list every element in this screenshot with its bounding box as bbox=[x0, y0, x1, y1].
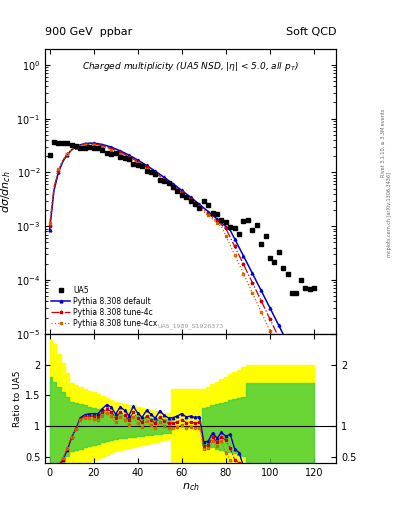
Pythia 8.308 default bbox=[281, 331, 285, 337]
Pythia 8.308 tune-4cx bbox=[210, 216, 215, 222]
UA5 bbox=[47, 152, 52, 158]
UA5 bbox=[281, 265, 285, 271]
Pythia 8.308 tune-4c bbox=[193, 200, 197, 206]
Pythia 8.308 tune-4cx bbox=[193, 202, 197, 208]
Line: UA5: UA5 bbox=[48, 140, 316, 295]
Text: Charged multiplicity (UA5 NSD, $|\eta|$ < 5.0, all $p_T$): Charged multiplicity (UA5 NSD, $|\eta|$ … bbox=[82, 60, 299, 73]
Y-axis label: $d\sigma/dn_{ch}$: $d\sigma/dn_{ch}$ bbox=[0, 170, 13, 212]
Text: Soft QCD: Soft QCD bbox=[286, 27, 336, 37]
Pythia 8.308 tune-4c bbox=[47, 223, 52, 229]
UA5 bbox=[210, 209, 215, 216]
Text: 900 GeV  ppbar: 900 GeV ppbar bbox=[45, 27, 132, 37]
Line: Pythia 8.308 tune-4cx: Pythia 8.308 tune-4cx bbox=[48, 143, 315, 429]
Pythia 8.308 tune-4cx bbox=[113, 148, 118, 155]
Pythia 8.308 tune-4cx bbox=[281, 357, 285, 363]
Pythia 8.308 default bbox=[210, 212, 215, 219]
Pythia 8.308 tune-4c bbox=[113, 147, 118, 154]
UA5 bbox=[113, 150, 118, 156]
Y-axis label: Ratio to UA5: Ratio to UA5 bbox=[13, 370, 22, 427]
Pythia 8.308 default bbox=[113, 146, 118, 152]
Pythia 8.308 tune-4cx bbox=[87, 141, 92, 147]
Text: Rivet 3.1.10, ≥ 3.3M events: Rivet 3.1.10, ≥ 3.3M events bbox=[381, 109, 386, 178]
Pythia 8.308 default bbox=[87, 140, 92, 146]
Pythia 8.308 tune-4c bbox=[144, 164, 149, 170]
UA5 bbox=[294, 290, 299, 296]
Pythia 8.308 tune-4c bbox=[87, 141, 92, 147]
UA5 bbox=[105, 150, 109, 156]
Pythia 8.308 tune-4cx bbox=[47, 220, 52, 226]
UA5 bbox=[144, 168, 149, 174]
UA5 bbox=[51, 139, 56, 145]
Pythia 8.308 default bbox=[312, 393, 316, 399]
Pythia 8.308 tune-4cx bbox=[312, 425, 316, 431]
Line: Pythia 8.308 default: Pythia 8.308 default bbox=[48, 142, 315, 397]
Legend: UA5, Pythia 8.308 default, Pythia 8.308 tune-4c, Pythia 8.308 tune-4cx: UA5, Pythia 8.308 default, Pythia 8.308 … bbox=[49, 284, 160, 330]
X-axis label: $n_{ch}$: $n_{ch}$ bbox=[182, 481, 200, 493]
Pythia 8.308 default bbox=[105, 143, 109, 149]
Pythia 8.308 tune-4cx bbox=[144, 166, 149, 172]
Pythia 8.308 default bbox=[193, 198, 197, 204]
Text: UA5_1989_S1926373: UA5_1989_S1926373 bbox=[158, 324, 224, 330]
Pythia 8.308 default bbox=[47, 227, 52, 233]
UA5 bbox=[312, 285, 316, 291]
Pythia 8.308 tune-4c bbox=[312, 409, 316, 415]
Text: mcplots.cern.ch [arXiv:1306.3436]: mcplots.cern.ch [arXiv:1306.3436] bbox=[387, 173, 391, 258]
Line: Pythia 8.308 tune-4c: Pythia 8.308 tune-4c bbox=[48, 142, 316, 413]
Pythia 8.308 tune-4c bbox=[210, 214, 215, 220]
Pythia 8.308 default bbox=[144, 162, 149, 168]
UA5 bbox=[193, 201, 197, 207]
Pythia 8.308 tune-4c bbox=[281, 344, 285, 350]
Pythia 8.308 tune-4c bbox=[105, 144, 109, 150]
Pythia 8.308 tune-4cx bbox=[105, 145, 109, 151]
